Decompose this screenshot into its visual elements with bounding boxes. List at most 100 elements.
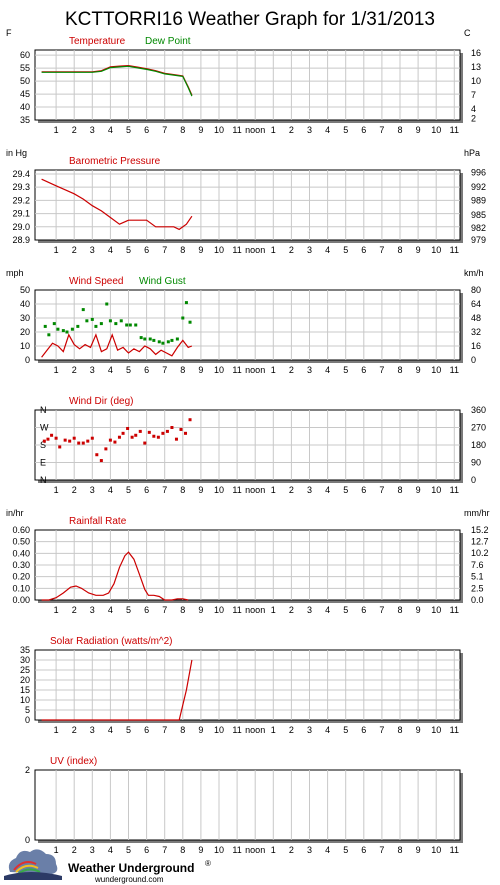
data-point-wind-speed [152,338,156,342]
x-tick-label: 2 [72,605,77,615]
x-tick-label: 2 [72,125,77,135]
x-tick-label: 4 [325,245,330,255]
x-tick-label: 1 [271,245,276,255]
data-point-wind-dir [50,433,54,437]
left-tick-label: 25 [20,665,30,675]
x-tick-label: 9 [416,485,421,495]
data-point-wind-dir [117,435,121,439]
left-tick-label: 0.40 [12,548,30,558]
x-tick-label: 3 [307,725,312,735]
x-tick-label: 5 [126,605,131,615]
x-tick-label: 5 [343,605,348,615]
x-tick-label: 11 [232,845,241,855]
data-point-wind-speed [188,320,192,324]
x-tick-label: 4 [108,605,113,615]
data-point-wind-dir [179,427,183,431]
x-tick-label: 8 [180,725,185,735]
x-tick-label: 6 [361,125,366,135]
left-tick-label: 0.30 [12,560,30,570]
left-tick-label: 20 [20,327,30,337]
x-tick-label: 10 [214,485,224,495]
x-tick-label: 7 [162,605,167,615]
brand-name: Weather Underground [68,861,194,875]
right-tick-label: 12.7 [471,537,489,547]
x-tick-label: 1 [271,125,276,135]
x-tick-label: 3 [90,365,95,375]
x-tick-label: 7 [162,485,167,495]
x-tick-label: 8 [180,845,185,855]
plot-frame [34,49,461,121]
x-tick-label: 7 [379,485,384,495]
x-tick-label: 10 [214,725,224,735]
x-tick-label: 10 [431,125,441,135]
x-tick-label: 6 [361,725,366,735]
data-point-wind-speed [157,340,161,344]
right-unit-label: C [464,28,471,38]
right-tick-label: 270 [471,423,486,433]
x-tick-label: 6 [144,365,149,375]
data-point-wind-speed [170,338,174,342]
x-tick-label: 9 [198,605,203,615]
left-tick-label: 30 [20,313,30,323]
data-point-wind-speed [181,316,185,320]
left-tick-label: 28.9 [12,235,30,245]
left-tick-label: 0 [25,835,30,845]
x-tick-label: 8 [397,245,402,255]
x-tick-label: 8 [397,365,402,375]
left-tick-label: 20 [20,675,30,685]
right-tick-label: 2.5 [471,584,484,594]
x-tick-label: 7 [162,725,167,735]
x-tick-label: 10 [214,125,224,135]
data-point-wind-dir [130,435,134,439]
x-tick-label: 1 [271,605,276,615]
right-tick-label: 13 [471,62,481,72]
data-point-wind-dir [138,429,142,433]
data-point-wind-dir [58,445,62,449]
x-tick-label: 3 [307,125,312,135]
left-tick-label: 29.0 [12,222,30,232]
data-point-wind-speed [139,336,143,340]
brand-site: wunderground.com [94,875,164,884]
x-tick-label: 3 [90,245,95,255]
x-tick-label: 10 [214,365,224,375]
x-tick-label: 2 [289,845,294,855]
right-tick-label: 979 [471,235,486,245]
x-tick-label: 4 [325,365,330,375]
x-tick-label: 9 [198,125,203,135]
right-unit-label: mm/hr [464,508,490,518]
panel-title: Solar Radiation (watts/m^2) [50,636,173,647]
x-tick-label: noon [245,365,265,375]
x-tick-label: 11 [450,125,459,135]
x-tick-label: 4 [108,125,113,135]
x-tick-label: 4 [108,725,113,735]
left-tick-label: S [40,440,46,450]
right-tick-label: 5.1 [471,572,484,582]
left-tick-label: 45 [20,89,30,99]
right-tick-label: 989 [471,195,486,205]
weather-underground-logo[interactable]: Weather Underground ® wunderground.com [4,849,211,884]
series-line-rainfall-0 [41,551,189,601]
x-tick-label: 8 [180,365,185,375]
x-tick-label: 4 [325,845,330,855]
brand-mark: ® [205,859,211,868]
x-tick-label: 7 [379,365,384,375]
series-line-temperature-1 [41,65,193,97]
x-tick-label: 5 [126,245,131,255]
left-unit-label: in/hr [6,508,24,518]
right-tick-label: 0 [471,355,476,365]
x-tick-label: 7 [379,605,384,615]
data-point-wind-dir [147,430,151,434]
data-point-wind-dir [126,426,130,430]
data-point-wind-speed [105,302,109,306]
x-tick-label: noon [245,245,265,255]
x-tick-label: 7 [379,725,384,735]
right-tick-label: 16 [471,341,481,351]
left-tick-label: 29.3 [12,182,30,192]
x-tick-label: 4 [325,725,330,735]
x-tick-label: 1 [54,845,59,855]
x-tick-label: 5 [343,245,348,255]
x-tick-label: 5 [343,125,348,135]
data-point-wind-speed [47,333,51,337]
left-tick-label: 40 [20,102,30,112]
